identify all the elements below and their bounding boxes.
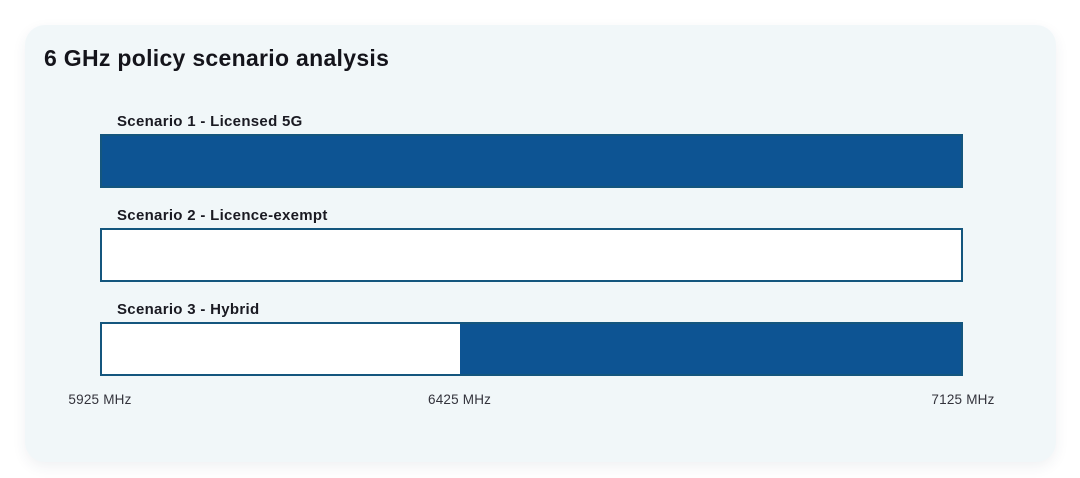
axis-tick-5925: 5925 MHz <box>68 392 132 407</box>
bar-segment-licensed <box>102 136 961 186</box>
scenario-1-bar <box>100 134 963 188</box>
chart-card: 6 GHz policy scenario analysis Scenario … <box>25 25 1056 462</box>
axis-tick-6425: 6425 MHz <box>428 392 492 407</box>
scenario-3-bar <box>100 322 963 376</box>
bar-segment-licence_exempt <box>102 230 961 280</box>
chart-title: 6 GHz policy scenario analysis <box>44 45 390 71</box>
scenario-1-label: Scenario 1 - Licensed 5G <box>117 113 303 130</box>
scenario-2-bar <box>100 228 963 282</box>
axis-tick-7125: 7125 MHz <box>931 392 995 407</box>
bar-segment-licensed <box>459 324 961 374</box>
scenario-chart: Scenario 1 - Licensed 5G Scenario 2 - Li… <box>68 25 994 462</box>
bar-segment-licence_exempt <box>102 324 460 374</box>
scenario-3-label: Scenario 3 - Hybrid <box>117 301 260 318</box>
x-axis: 5925 MHz 6425 MHz 7125 MHz <box>68 392 994 412</box>
scenario-2-label: Scenario 2 - Licence-exempt <box>117 207 328 224</box>
